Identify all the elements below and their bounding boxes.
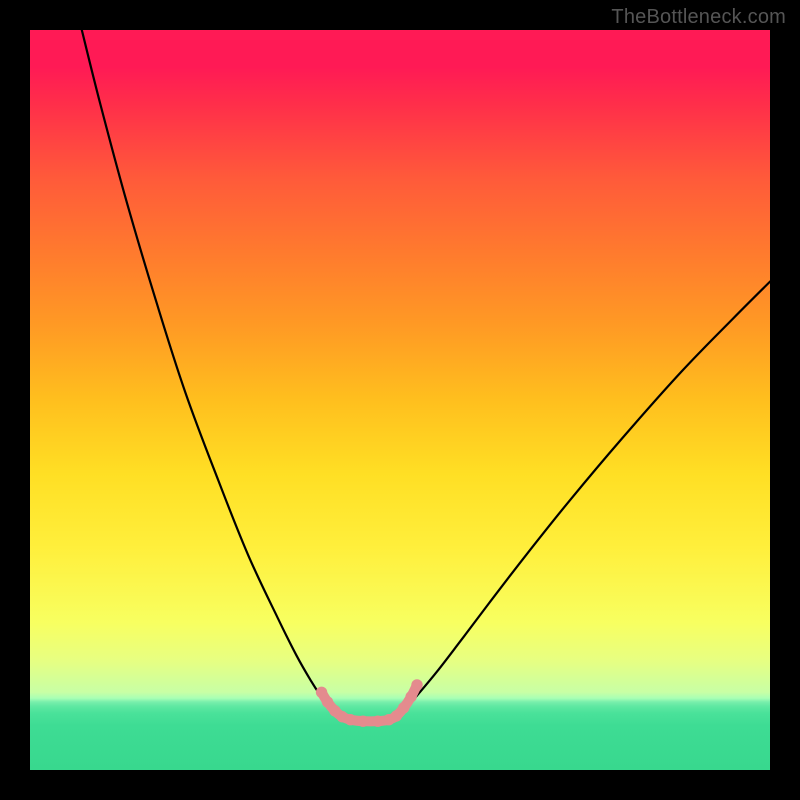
bottom-marker-bead xyxy=(372,715,383,726)
bottom-marker-bead xyxy=(345,714,356,725)
bottleneck-curve-chart xyxy=(0,0,800,800)
bottom-marker-bead xyxy=(357,715,368,726)
bottom-marker-bead xyxy=(398,702,409,713)
bottom-marker-bead xyxy=(405,691,416,702)
watermark-text: TheBottleneck.com xyxy=(611,6,786,29)
bottom-marker-bead xyxy=(329,705,340,716)
bottom-marker-bead xyxy=(411,679,422,690)
left-curve xyxy=(82,30,336,714)
bottom-marker-bead xyxy=(316,687,327,698)
bottom-marker-bead xyxy=(322,696,333,707)
bottom-marker-seg-0 xyxy=(322,685,417,721)
bottom-marker-bead xyxy=(383,714,394,725)
bottom-marker-bead xyxy=(337,711,348,722)
right-curve xyxy=(400,282,770,714)
bottom-marker-bead xyxy=(391,710,402,721)
plot-background xyxy=(30,30,770,770)
